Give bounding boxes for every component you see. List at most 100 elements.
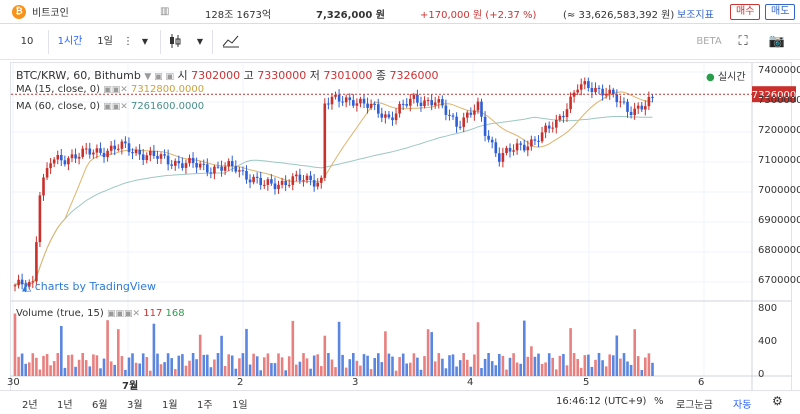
candle-body: [433, 102, 437, 106]
coin-name[interactable]: 비트코인: [32, 8, 69, 19]
candle-body: [45, 168, 49, 178]
candle-body: [362, 98, 366, 104]
indicators-icon[interactable]: [218, 30, 244, 54]
volume-bar: [323, 335, 327, 376]
gear-icon[interactable]: ⚙: [772, 394, 783, 408]
candle-body: [569, 96, 572, 110]
volume-bar: [295, 364, 298, 376]
candle-body: [198, 163, 202, 168]
range-1w[interactable]: 1주: [197, 400, 213, 411]
candle-body: [13, 285, 17, 287]
volume-bar: [419, 369, 423, 376]
candle-body: [206, 164, 209, 173]
volume-bar: [220, 335, 223, 376]
time-tick: 3: [352, 377, 359, 388]
time-tick: 7월: [122, 381, 139, 392]
volume-bar: [159, 364, 163, 376]
buy-button[interactable]: 매수: [730, 4, 761, 20]
candle-body: [31, 281, 35, 283]
time-tick: 4: [467, 377, 474, 388]
candle-body: [401, 103, 405, 105]
legend-controls-icon[interactable]: ▼ ▣ ▣: [144, 72, 174, 82]
candle-body: [109, 145, 113, 151]
candle-body: [149, 150, 152, 156]
more-icon[interactable]: ⋮: [123, 36, 133, 47]
volume-bar: [612, 355, 615, 376]
range-6m[interactable]: 6월: [92, 400, 108, 411]
watermark-text: charts by TradingView: [34, 280, 157, 293]
time-tick: 2: [237, 377, 244, 388]
camera-icon[interactable]: 📷: [768, 34, 786, 49]
candlestick-icon[interactable]: [164, 30, 186, 54]
range-1d[interactable]: 1일: [232, 400, 248, 411]
auto-toggle[interactable]: 자동: [733, 400, 752, 411]
volume-bar: [45, 354, 49, 376]
volume-bar: [551, 357, 554, 376]
volume-bar: [291, 320, 295, 376]
range-2y[interactable]: 2년: [22, 400, 38, 411]
range-3m[interactable]: 3월: [127, 400, 143, 411]
candle-body: [565, 109, 569, 118]
range-1m[interactable]: 1월: [162, 400, 178, 411]
candle-body: [316, 182, 319, 187]
candle-body: [234, 166, 238, 172]
volume-bar: [102, 358, 106, 376]
candle-body: [519, 143, 522, 145]
volume-bar: [433, 361, 437, 376]
volume-bar: [13, 313, 17, 376]
candle-body: [476, 101, 480, 111]
legend-controls-icon[interactable]: ▣▣✕: [103, 85, 128, 95]
volume-bar: [437, 353, 441, 376]
candle-body: [494, 142, 498, 154]
volume-bar: [547, 353, 551, 376]
price-tick: 6800000: [758, 245, 800, 256]
chevron-down-icon[interactable]: ▼: [141, 37, 149, 46]
legend-controls-icon[interactable]: ▣▣▣✕: [106, 309, 141, 319]
volume-bar: [38, 369, 42, 376]
symbol-name: BTC/KRW, 60, Bithumb: [16, 69, 141, 82]
ma15-label: MA (15, close, 0): [16, 84, 101, 95]
candle-body: [490, 139, 494, 143]
volume-bar: [337, 321, 341, 376]
candle-body: [377, 104, 380, 114]
indicator-link[interactable]: 보조지표: [677, 10, 714, 21]
volume-bar: [227, 354, 230, 376]
volume-bar: [348, 359, 352, 376]
candle-body: [405, 104, 408, 106]
interval-1h-button[interactable]: 1시간: [57, 36, 83, 47]
candle-body: [466, 112, 469, 118]
candle-body: [608, 89, 611, 94]
fullscreen-icon[interactable]: ⛶: [738, 34, 748, 49]
candle-body: [156, 155, 159, 159]
tradingview-watermark[interactable]: ◭ charts by TradingView: [22, 279, 156, 293]
candle-body: [590, 88, 594, 92]
candle-body: [480, 101, 483, 117]
candle-body: [540, 132, 544, 142]
candle-body: [131, 152, 134, 154]
price-tick: 7100000: [758, 155, 800, 166]
candle-count[interactable]: 10: [20, 36, 34, 47]
candle-body: [483, 116, 487, 136]
chevron-down-icon[interactable]: ▼: [196, 37, 204, 46]
volume-bar: [170, 358, 173, 376]
candle-body: [515, 143, 519, 151]
candle-body: [102, 152, 106, 158]
percent-toggle[interactable]: %: [654, 396, 664, 407]
bottom-bar: 2년 1년 6월 3월 1월 1주 1일 16:46:12 (UTC+9) % …: [0, 390, 800, 414]
candle-body: [117, 148, 120, 150]
ma60-value: 7261600.0000: [130, 101, 205, 112]
candle-body: [416, 94, 419, 103]
candle-body: [152, 150, 156, 156]
volume-bar: [444, 368, 448, 376]
chart-toolbar: 10 1시간 1일 ⋮ ▼ ▼ BETA ⛶ 📷: [0, 24, 800, 60]
sell-button[interactable]: 매도: [765, 4, 796, 20]
log-toggle[interactable]: 로그눈금: [676, 400, 713, 411]
volume-bar: [127, 357, 131, 376]
range-1y[interactable]: 1년: [57, 400, 73, 411]
interval-1d-button[interactable]: 1일: [97, 36, 113, 47]
volume-bar: [17, 356, 20, 376]
legend-controls-icon[interactable]: ▣▣✕: [103, 102, 128, 112]
candle-body: [352, 100, 355, 106]
volume-bar: [202, 354, 206, 376]
candle-body: [626, 101, 629, 112]
